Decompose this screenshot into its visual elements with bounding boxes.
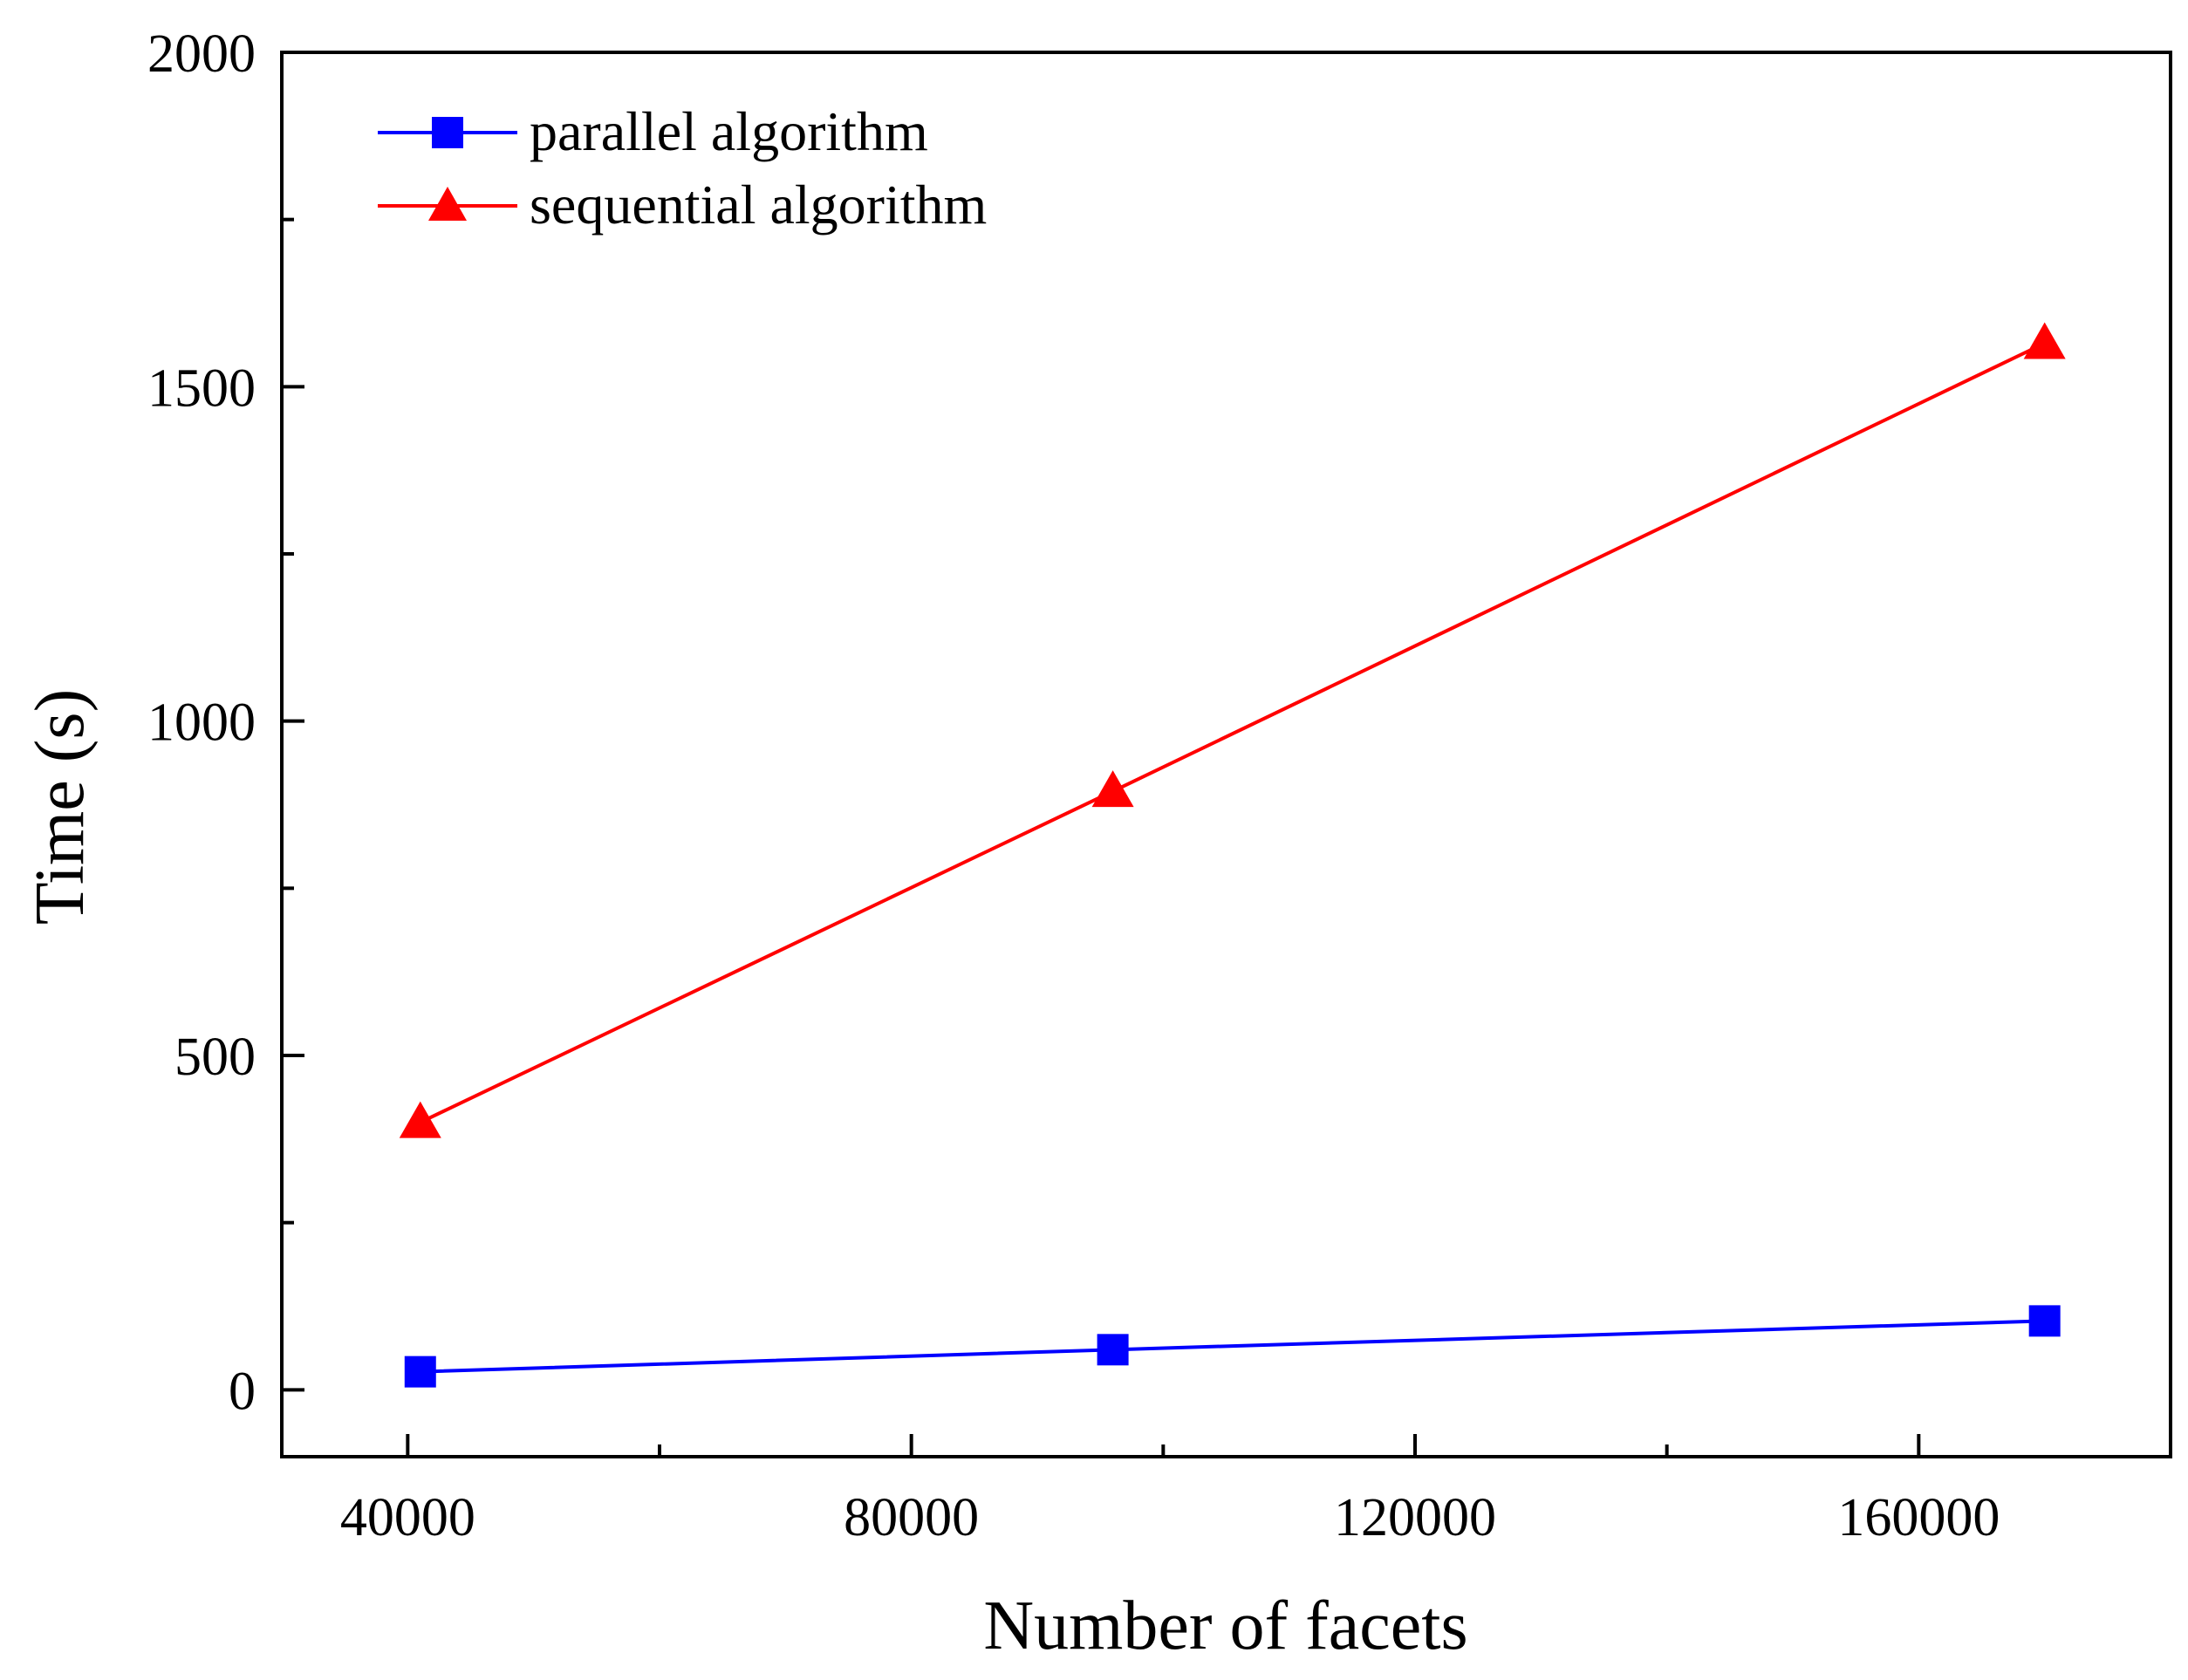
series-sequential bbox=[399, 322, 2066, 1138]
legend: parallel algorithm sequential algorithm bbox=[378, 100, 987, 236]
y-tick-label: 1000 bbox=[147, 693, 256, 753]
x-tick-label: 120000 bbox=[1334, 1488, 1496, 1547]
y-tick-label: 0 bbox=[229, 1362, 256, 1421]
x-tick-label: 80000 bbox=[844, 1488, 979, 1547]
data-point bbox=[1097, 1334, 1129, 1366]
x-tick-label: 40000 bbox=[340, 1488, 475, 1547]
x-axis-title: Number of facets bbox=[983, 1588, 1467, 1664]
data-point bbox=[2023, 322, 2066, 359]
data-point bbox=[1091, 770, 1134, 808]
y-tick-label: 500 bbox=[174, 1028, 256, 1087]
x-tick-label: 160000 bbox=[1837, 1488, 2000, 1547]
data-point bbox=[404, 1356, 436, 1388]
legend-label-sequential: sequential algorithm bbox=[530, 174, 987, 236]
x-axis: 40000 80000 120000 160000 bbox=[340, 1434, 2000, 1547]
y-tick-label: 2000 bbox=[147, 24, 256, 84]
series-layer bbox=[399, 322, 2066, 1388]
series-line bbox=[420, 1319, 2045, 1374]
legend-label-parallel: parallel algorithm bbox=[530, 100, 928, 162]
data-point bbox=[399, 1101, 441, 1138]
legend-item-sequential: sequential algorithm bbox=[378, 174, 987, 236]
y-axis: 0 500 1000 1500 2000 bbox=[147, 24, 304, 1421]
y-tick-label: 1500 bbox=[147, 359, 256, 418]
plot-frame bbox=[280, 51, 2172, 1458]
y-axis-title: Time (s) bbox=[22, 689, 99, 925]
legend-marker-parallel bbox=[432, 117, 463, 148]
series-line bbox=[419, 341, 2046, 1124]
legend-item-parallel: parallel algorithm bbox=[378, 100, 928, 162]
series-parallel bbox=[404, 1305, 2061, 1388]
data-point bbox=[2028, 1305, 2061, 1337]
legend-marker-sequential bbox=[428, 187, 467, 221]
